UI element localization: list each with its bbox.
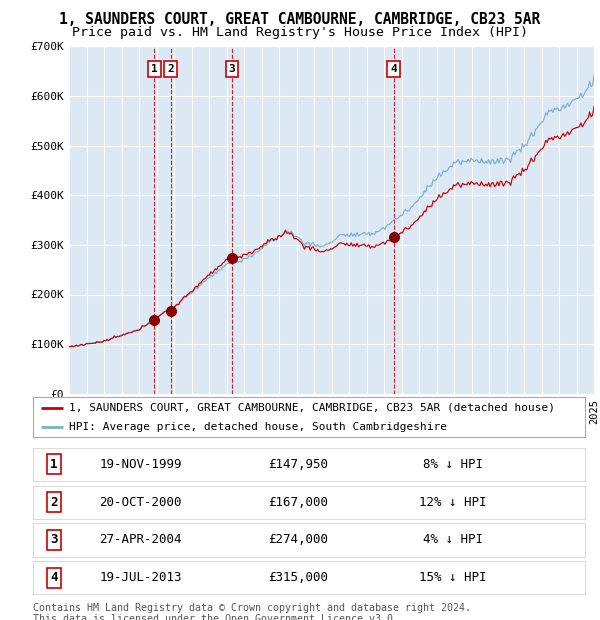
Text: 19-JUL-2013: 19-JUL-2013 [100, 571, 182, 584]
Text: 12% ↓ HPI: 12% ↓ HPI [419, 495, 486, 508]
Text: 2: 2 [50, 495, 58, 508]
Text: £315,000: £315,000 [268, 571, 328, 584]
Text: Contains HM Land Registry data © Crown copyright and database right 2024.
This d: Contains HM Land Registry data © Crown c… [33, 603, 471, 620]
Text: 4: 4 [390, 64, 397, 74]
Text: £147,950: £147,950 [268, 458, 328, 471]
Text: £274,000: £274,000 [268, 533, 328, 546]
Text: 8% ↓ HPI: 8% ↓ HPI [422, 458, 482, 471]
Text: 15% ↓ HPI: 15% ↓ HPI [419, 571, 486, 584]
Text: 3: 3 [50, 533, 58, 546]
Text: HPI: Average price, detached house, South Cambridgeshire: HPI: Average price, detached house, Sout… [69, 422, 447, 432]
Text: 1: 1 [151, 64, 158, 74]
Text: 4: 4 [50, 571, 58, 584]
Text: 4% ↓ HPI: 4% ↓ HPI [422, 533, 482, 546]
Text: 19-NOV-1999: 19-NOV-1999 [100, 458, 182, 471]
Text: 1, SAUNDERS COURT, GREAT CAMBOURNE, CAMBRIDGE, CB23 5AR (detached house): 1, SAUNDERS COURT, GREAT CAMBOURNE, CAMB… [69, 402, 555, 413]
Text: 20-OCT-2000: 20-OCT-2000 [100, 495, 182, 508]
Text: 1, SAUNDERS COURT, GREAT CAMBOURNE, CAMBRIDGE, CB23 5AR: 1, SAUNDERS COURT, GREAT CAMBOURNE, CAMB… [59, 12, 541, 27]
Text: 1: 1 [50, 458, 58, 471]
Text: £167,000: £167,000 [268, 495, 328, 508]
Text: 2: 2 [167, 64, 174, 74]
Text: 27-APR-2004: 27-APR-2004 [100, 533, 182, 546]
Text: 3: 3 [229, 64, 235, 74]
Text: Price paid vs. HM Land Registry's House Price Index (HPI): Price paid vs. HM Land Registry's House … [72, 26, 528, 39]
